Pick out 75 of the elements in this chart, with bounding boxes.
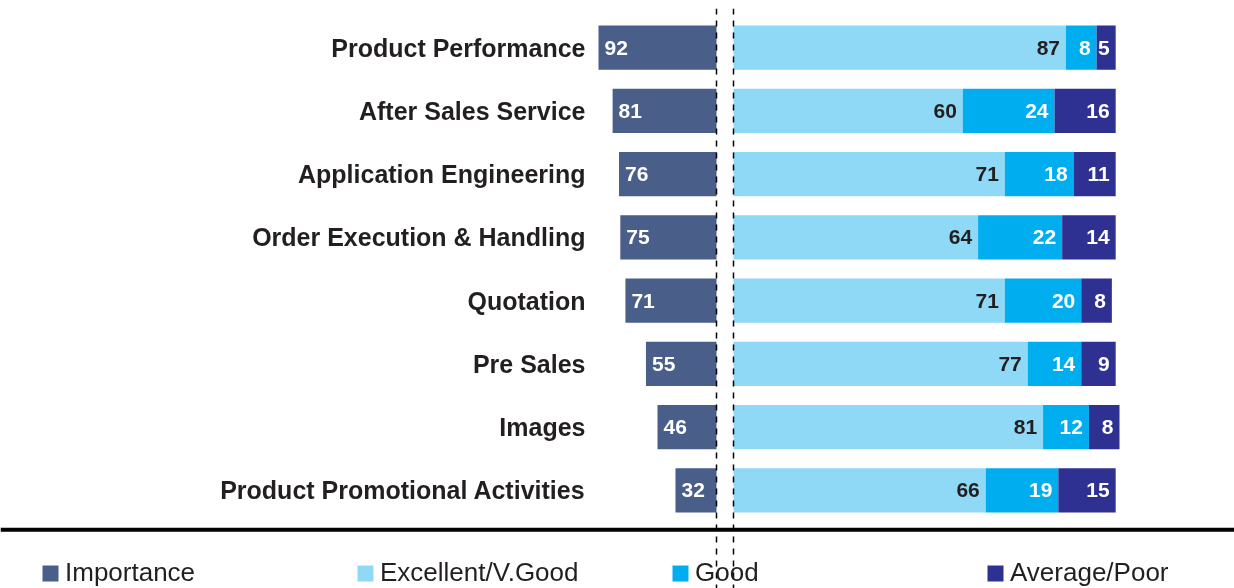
legend-label: Average/Poor xyxy=(1010,557,1170,588)
bar xyxy=(733,468,986,513)
bar xyxy=(733,152,1005,197)
data-label: 24 xyxy=(1025,98,1049,122)
bar xyxy=(1073,152,1116,197)
data-label: 8 xyxy=(1101,415,1114,439)
data-label: 64 xyxy=(948,225,973,249)
data-label: 8 xyxy=(1094,288,1107,312)
bar xyxy=(620,215,717,260)
data-label: 66 xyxy=(956,478,980,502)
bar xyxy=(1065,25,1097,70)
data-label: 15 xyxy=(1086,478,1110,502)
bar xyxy=(1043,405,1089,450)
bar xyxy=(645,341,717,387)
legend-label: Importance xyxy=(65,557,197,588)
bar xyxy=(733,88,963,134)
y-tick-label: Product Performance xyxy=(331,33,586,62)
bar xyxy=(1062,215,1116,260)
data-label: 14 xyxy=(1086,225,1110,249)
bar xyxy=(598,25,717,70)
bar xyxy=(733,341,1028,387)
data-label: 32 xyxy=(681,478,705,502)
bar xyxy=(1004,278,1082,323)
data-label: 22 xyxy=(1032,225,1057,249)
data-label: 5 xyxy=(1098,35,1110,59)
bar xyxy=(962,88,1055,134)
data-label: 12 xyxy=(1059,415,1083,439)
bar xyxy=(612,88,717,134)
data-label: 9 xyxy=(1098,351,1110,375)
data-label: 16 xyxy=(1086,98,1110,122)
bar xyxy=(985,468,1059,513)
bar xyxy=(1081,278,1112,323)
data-label: 11 xyxy=(1087,162,1110,186)
bar xyxy=(733,25,1066,70)
data-label: 46 xyxy=(663,415,687,439)
y-tick-label: Images xyxy=(499,413,586,442)
legend-label: Excellent/V.Good xyxy=(380,557,580,588)
legend-label: Good xyxy=(695,557,760,588)
bar xyxy=(733,278,1005,323)
bar xyxy=(1004,152,1074,197)
bar xyxy=(733,405,1044,450)
data-label: 71 xyxy=(975,162,1000,186)
y-tick-label: After Sales Service xyxy=(358,96,586,125)
data-label: 92 xyxy=(604,35,628,59)
bar xyxy=(1058,468,1116,513)
data-label: 55 xyxy=(651,351,676,375)
bar xyxy=(1027,341,1082,387)
bar xyxy=(733,215,979,260)
data-label: 71 xyxy=(631,288,656,312)
y-tick-label: Application Engineering xyxy=(297,160,586,189)
bar xyxy=(657,405,717,450)
data-label: 14 xyxy=(1051,351,1076,375)
data-label: 8 xyxy=(1078,35,1091,59)
bar xyxy=(1088,405,1120,450)
y-tick-label: Quotation xyxy=(467,286,586,315)
data-label: 81 xyxy=(1013,415,1038,439)
y-tick-label: Order Execution & Handling xyxy=(252,223,586,252)
bar xyxy=(625,278,717,323)
bar xyxy=(1054,88,1116,134)
data-label: 75 xyxy=(626,225,650,249)
bar xyxy=(1081,341,1116,387)
data-label: 71 xyxy=(975,288,1000,312)
data-label: 87 xyxy=(1036,35,1060,59)
data-label: 81 xyxy=(618,98,643,122)
y-tick-label: Product Promotional Activities xyxy=(220,476,585,505)
data-label: 77 xyxy=(998,351,1022,375)
data-label: 76 xyxy=(625,162,649,186)
y-tick-label: Pre Sales xyxy=(472,349,586,378)
data-label: 18 xyxy=(1044,162,1068,186)
bar xyxy=(978,215,1063,260)
data-label: 60 xyxy=(933,98,957,122)
data-label: 20 xyxy=(1051,288,1076,312)
bar xyxy=(675,468,717,513)
data-label: 19 xyxy=(1028,478,1053,502)
bar xyxy=(619,152,717,197)
